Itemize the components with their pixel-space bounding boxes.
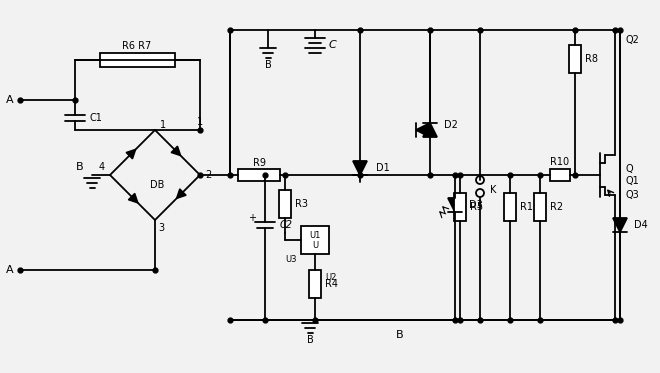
- Text: D3: D3: [469, 200, 482, 210]
- Text: A: A: [6, 265, 14, 275]
- Text: U1: U1: [310, 231, 321, 239]
- Bar: [100, 53, 175, 67]
- Text: R3: R3: [295, 199, 308, 209]
- Text: R9: R9: [253, 158, 265, 168]
- Bar: [309, 270, 321, 298]
- Polygon shape: [613, 218, 627, 232]
- Text: R10: R10: [550, 157, 570, 167]
- Bar: [301, 226, 329, 254]
- Text: U2: U2: [325, 273, 337, 282]
- Text: R5: R5: [470, 202, 483, 212]
- Polygon shape: [423, 123, 437, 137]
- Polygon shape: [416, 123, 430, 137]
- Text: 1: 1: [160, 120, 166, 130]
- Text: B: B: [265, 60, 271, 70]
- Text: B: B: [396, 330, 404, 340]
- Text: B: B: [307, 335, 314, 345]
- Bar: [534, 193, 546, 221]
- Polygon shape: [126, 149, 136, 159]
- Bar: [550, 169, 570, 181]
- Text: R2: R2: [550, 202, 563, 212]
- Text: C: C: [329, 40, 337, 50]
- Text: A: A: [6, 95, 14, 105]
- Polygon shape: [129, 193, 138, 203]
- Text: 2: 2: [205, 170, 211, 180]
- Text: R8: R8: [585, 54, 598, 64]
- Text: Q: Q: [626, 164, 634, 174]
- Text: U3: U3: [286, 256, 297, 264]
- Text: D1: D1: [376, 163, 390, 173]
- Text: K: K: [490, 185, 496, 195]
- Text: U: U: [312, 241, 318, 250]
- Bar: [504, 193, 516, 221]
- Polygon shape: [177, 189, 186, 198]
- Text: 3: 3: [158, 223, 164, 233]
- Text: R6 R7: R6 R7: [122, 41, 152, 51]
- Text: DB: DB: [150, 180, 164, 190]
- Bar: [569, 45, 581, 73]
- Text: R4: R4: [325, 279, 338, 289]
- Text: R1: R1: [520, 202, 533, 212]
- Text: 1: 1: [197, 117, 203, 127]
- Text: D4: D4: [634, 220, 647, 230]
- Polygon shape: [353, 161, 367, 175]
- Text: C2: C2: [280, 220, 293, 230]
- Text: Q1: Q1: [626, 176, 640, 186]
- Text: 4: 4: [99, 162, 105, 172]
- Text: B: B: [76, 162, 84, 172]
- Text: D2: D2: [444, 120, 458, 130]
- Bar: [454, 193, 466, 221]
- Bar: [238, 169, 280, 181]
- Text: Q2: Q2: [626, 35, 640, 45]
- Bar: [279, 190, 291, 218]
- Text: +: +: [248, 213, 256, 223]
- Polygon shape: [171, 146, 181, 156]
- Polygon shape: [448, 198, 462, 212]
- Text: Q3: Q3: [626, 190, 640, 200]
- Text: C1: C1: [89, 113, 102, 123]
